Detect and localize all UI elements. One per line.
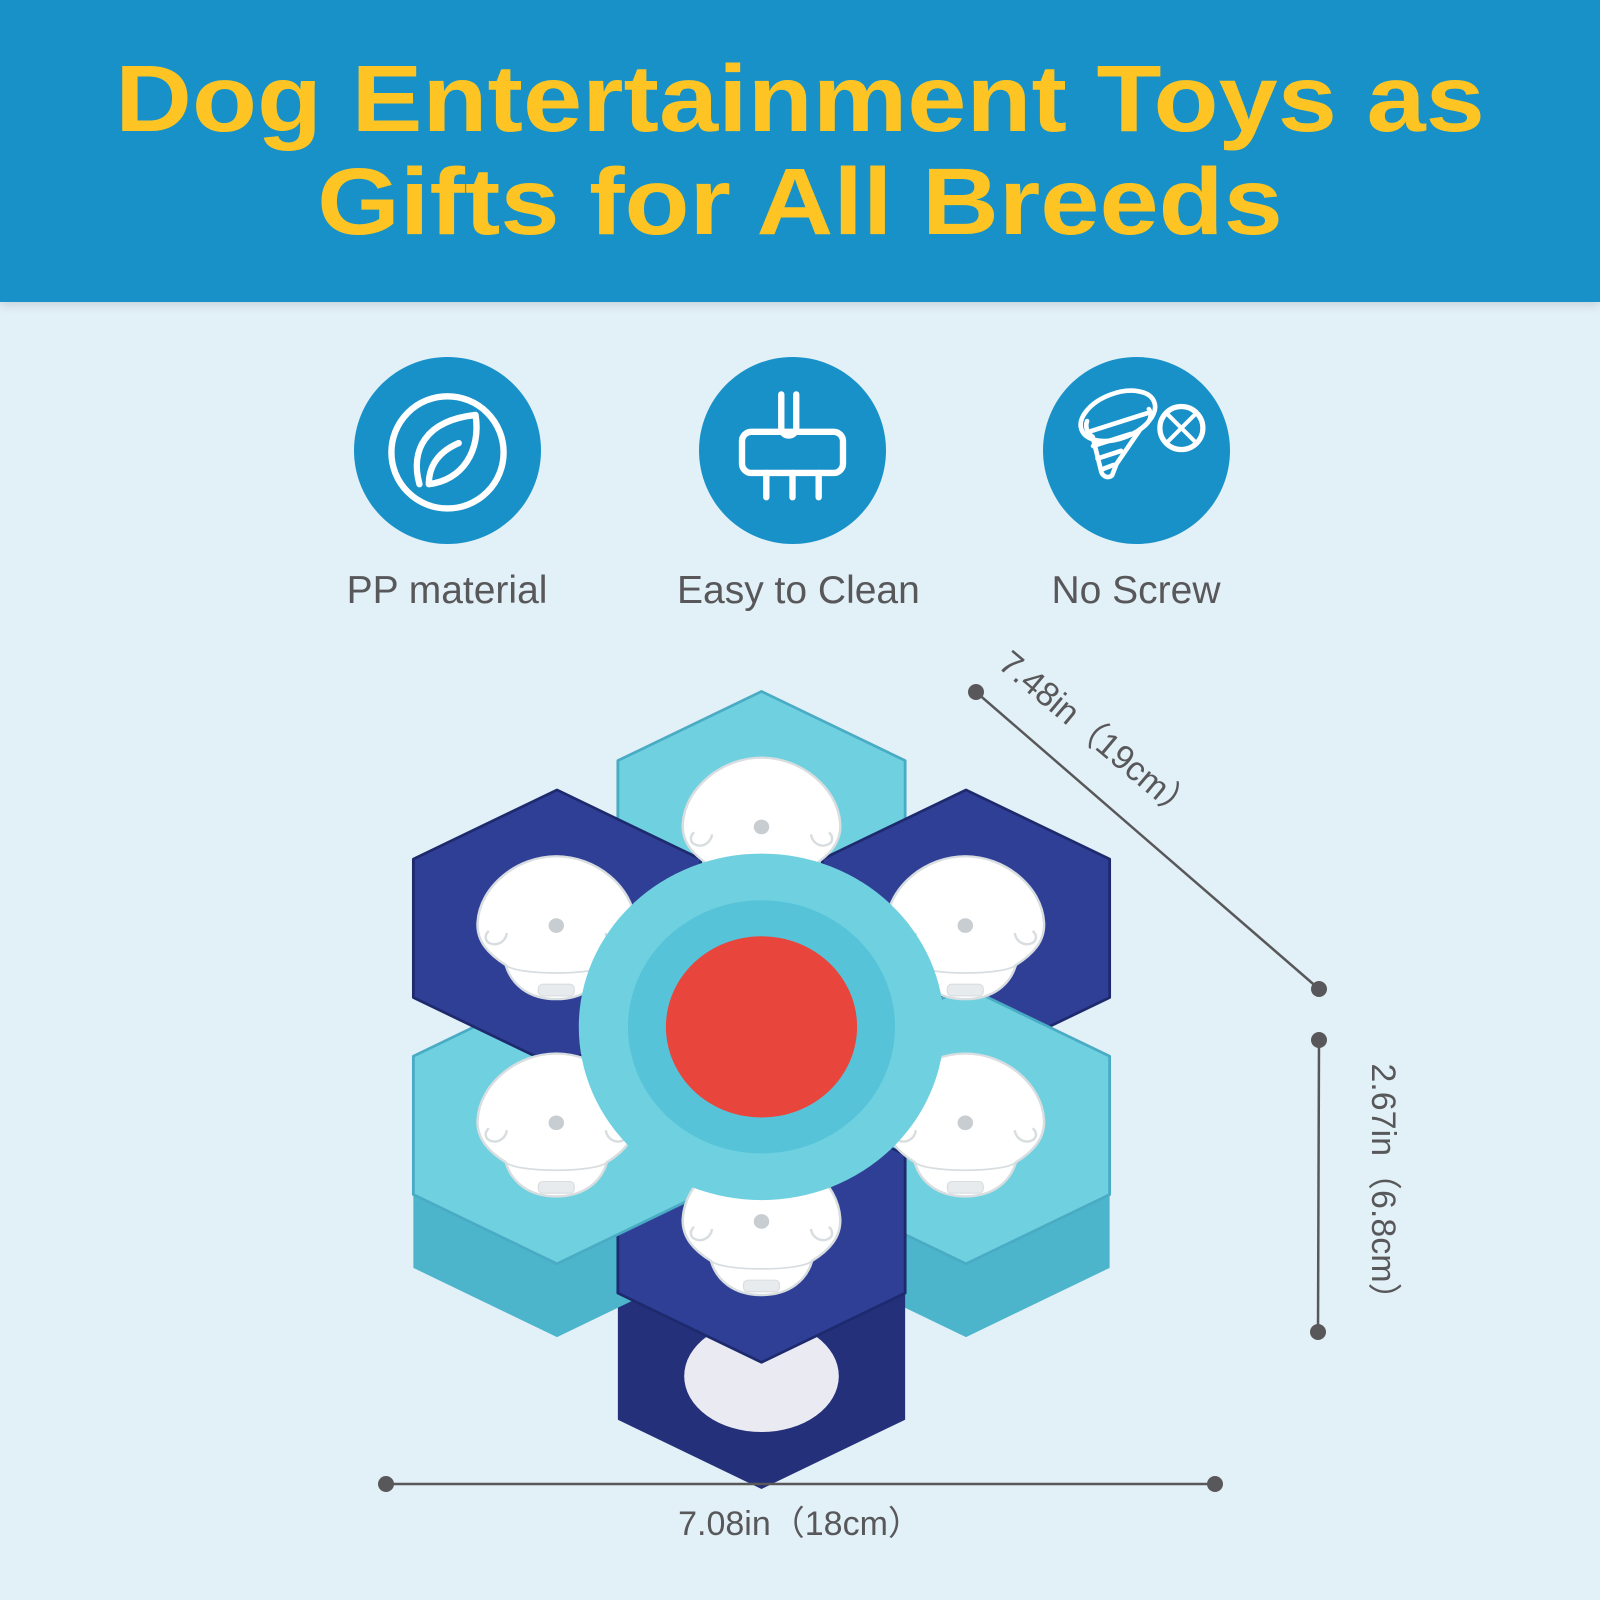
svg-text:7.48in（19cm）: 7.48in（19cm） (991, 644, 1202, 830)
svg-text:2.67in（6.8cm）: 2.67in（6.8cm） (1364, 1063, 1402, 1316)
svg-text:7.08in（18cm）: 7.08in（18cm） (678, 1505, 922, 1543)
